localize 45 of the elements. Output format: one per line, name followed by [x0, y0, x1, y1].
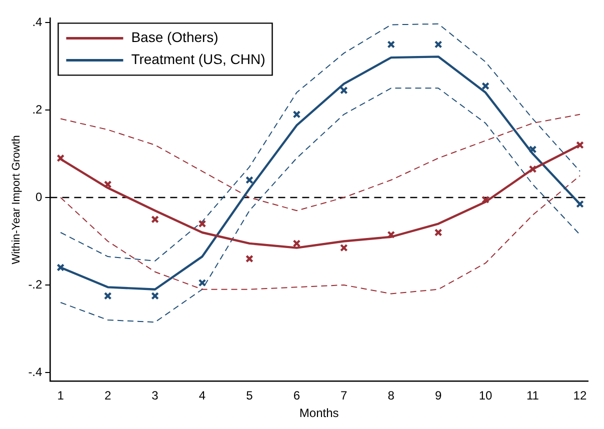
y-tick-label: -.4 — [28, 364, 43, 379]
point — [340, 86, 348, 94]
x-tick-label: 4 — [198, 388, 206, 403]
point — [482, 82, 490, 90]
x-tick-label: 1 — [57, 388, 64, 403]
point — [387, 40, 396, 48]
y-tick-label: .2 — [32, 102, 43, 116]
point — [482, 196, 490, 204]
legend-label: Treatment (US, CHN) — [131, 51, 266, 68]
line-series — [60, 114, 580, 212]
point — [104, 292, 112, 300]
x-tick-label: 6 — [293, 388, 300, 403]
point — [434, 228, 442, 236]
x-tick-label: 3 — [152, 388, 159, 403]
y-tick-label: 0 — [36, 190, 43, 204]
point — [246, 176, 254, 184]
line-series — [60, 23, 580, 262]
y-axis-title: Within-Year Import Growth — [10, 135, 23, 264]
x-tick-label: 9 — [434, 388, 442, 403]
x-tick-label: 2 — [104, 388, 112, 403]
point — [198, 278, 206, 287]
point — [292, 240, 301, 248]
x-tick-label: 12 — [573, 388, 587, 403]
point — [528, 145, 537, 154]
y-tick-label: -.2 — [28, 277, 43, 292]
x-tick-label: 11 — [526, 388, 540, 403]
line-series — [60, 175, 580, 294]
point — [528, 165, 537, 174]
point — [434, 40, 442, 48]
point — [387, 230, 396, 239]
point — [246, 254, 254, 263]
x-tick-label: 8 — [388, 388, 395, 403]
legend-label: Base (Others) — [131, 29, 218, 46]
y-tick-label: .4 — [32, 14, 43, 29]
point — [104, 180, 112, 188]
point — [292, 110, 301, 118]
x-tick-label: 7 — [340, 388, 348, 403]
point — [198, 220, 206, 228]
x-tick-label: 5 — [246, 388, 254, 403]
point — [151, 215, 159, 224]
x-axis-title: Months — [299, 406, 339, 420]
x-tick-label: 10 — [478, 388, 493, 403]
line-series — [60, 88, 580, 323]
point — [151, 292, 159, 300]
point — [340, 244, 348, 252]
